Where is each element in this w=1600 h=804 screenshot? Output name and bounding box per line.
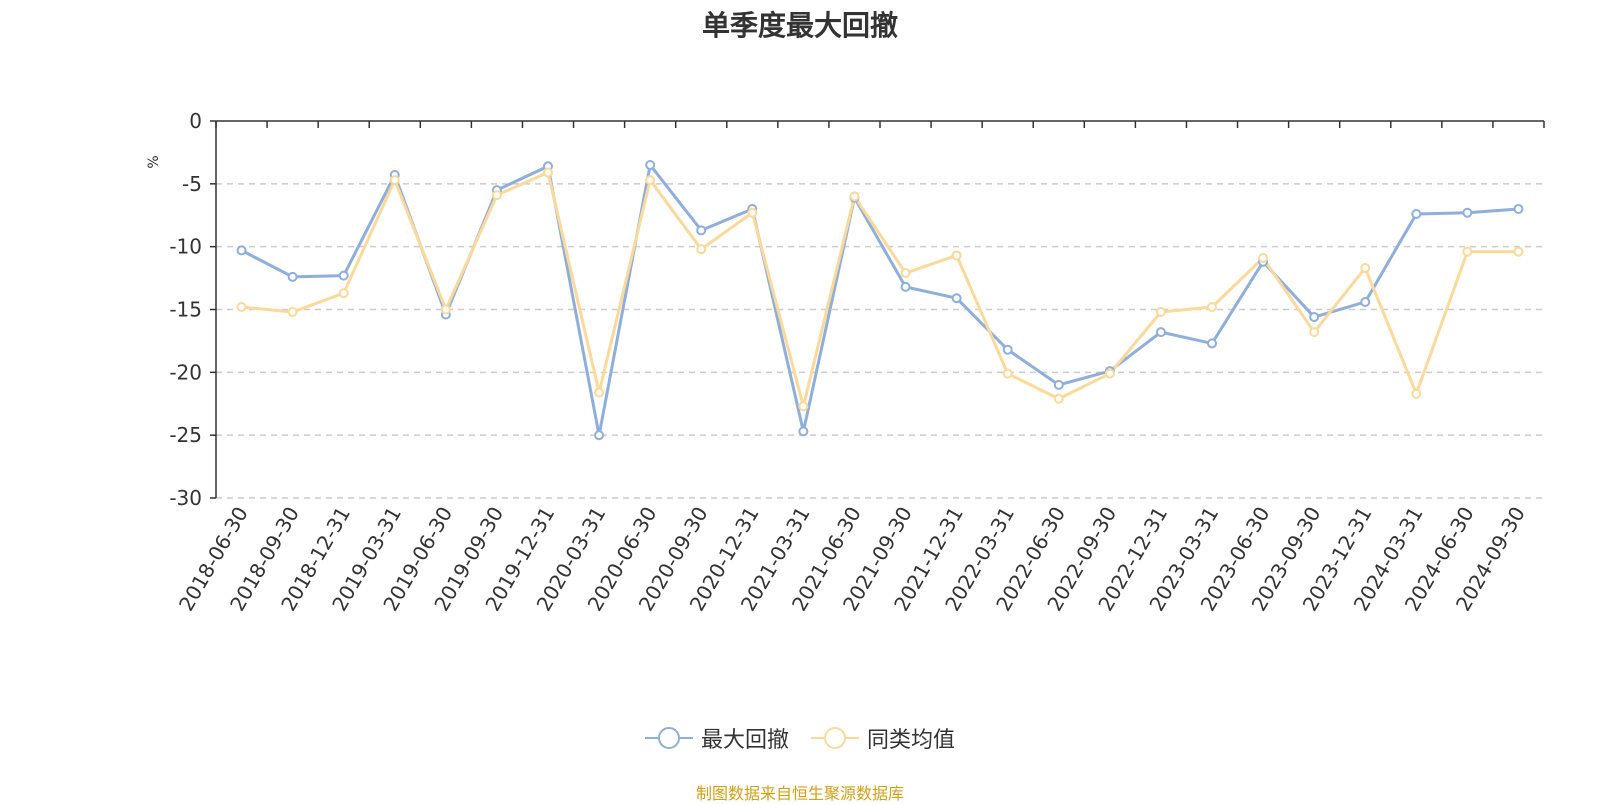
- legend-marker-icon: [811, 727, 859, 749]
- data-point-1[interactable]: [1053, 393, 1064, 404]
- data-point-1[interactable]: [1513, 246, 1524, 257]
- legend: 最大回撤 同类均值: [0, 722, 1600, 754]
- data-point-1[interactable]: [645, 175, 656, 186]
- chart-title: 单季度最大回撤: [701, 9, 898, 42]
- y-tick-labels: 0 -5 -10 -15 -20 -25 -30: [169, 109, 202, 510]
- data-point-0[interactable]: [900, 281, 911, 292]
- data-point-1[interactable]: [1411, 388, 1422, 399]
- x-tick-labels: 2018-06-302018-09-302018-12-312019-03-31…: [174, 503, 1530, 616]
- y-tick-label: -10: [169, 235, 202, 259]
- series-line-1: [241, 171, 1519, 408]
- data-point-0[interactable]: [696, 225, 707, 236]
- data-point-0[interactable]: [287, 271, 298, 282]
- data-point-1[interactable]: [543, 167, 553, 178]
- source-note: 制图数据来自恒生聚源数据库: [695, 784, 904, 803]
- data-point-0[interactable]: [1513, 203, 1524, 214]
- data-point-0[interactable]: [1411, 208, 1422, 219]
- y-tick-label: -5: [182, 172, 202, 196]
- data-point-1[interactable]: [1258, 252, 1269, 263]
- legend-item-peer-average[interactable]: 同类均值: [811, 722, 955, 754]
- legend-label: 最大回撤: [700, 728, 789, 753]
- data-point-0[interactable]: [1309, 312, 1320, 323]
- data-point-0[interactable]: [1053, 379, 1064, 390]
- data-point-0[interactable]: [1462, 207, 1473, 218]
- data-point-1[interactable]: [236, 301, 247, 312]
- y-axis-label: %: [146, 155, 162, 168]
- data-point-0[interactable]: [236, 245, 247, 256]
- data-point-1[interactable]: [798, 401, 809, 412]
- data-point-1[interactable]: [1360, 263, 1371, 274]
- legend-label: 同类均值: [867, 728, 956, 753]
- data-point-0[interactable]: [645, 159, 656, 170]
- data-point-1[interactable]: [900, 268, 911, 279]
- y-tick-label: -15: [169, 298, 202, 322]
- legend-marker-icon: [644, 727, 693, 749]
- series-line-0: [240, 163, 1519, 437]
- data-point-0[interactable]: [1360, 296, 1371, 307]
- data-point-0[interactable]: [798, 426, 809, 437]
- data-point-1[interactable]: [1207, 301, 1217, 312]
- data-point-1[interactable]: [951, 250, 962, 261]
- y-tick-label: 0: [189, 109, 202, 133]
- data-point-1[interactable]: [1002, 368, 1013, 379]
- data-point-1[interactable]: [389, 175, 400, 186]
- data-point-0[interactable]: [951, 293, 962, 304]
- data-point-1[interactable]: [594, 387, 605, 398]
- data-point-1[interactable]: [747, 207, 758, 218]
- y-tick-label: -25: [169, 423, 202, 447]
- y-tick-label: -30: [169, 486, 202, 510]
- y-tick-label: -20: [169, 360, 202, 384]
- data-point-1[interactable]: [1309, 327, 1320, 338]
- data-point-0[interactable]: [594, 430, 605, 441]
- legend-item-max-drawdown[interactable]: 最大回撤: [644, 722, 789, 754]
- grid-lines: [216, 183, 1544, 499]
- data-point-1[interactable]: [440, 304, 451, 315]
- data-point-1[interactable]: [1462, 246, 1473, 257]
- data-point-1[interactable]: [491, 190, 502, 201]
- data-point-1[interactable]: [1104, 368, 1115, 379]
- data-point-0[interactable]: [1002, 344, 1013, 355]
- data-point-0[interactable]: [338, 270, 349, 281]
- data-point-1[interactable]: [338, 288, 349, 299]
- series-lines: [236, 159, 1524, 441]
- data-point-0[interactable]: [1155, 327, 1166, 338]
- data-point-1[interactable]: [849, 191, 860, 202]
- data-point-1[interactable]: [287, 307, 298, 318]
- data-point-1[interactable]: [1155, 307, 1166, 318]
- axes: [210, 120, 1545, 499]
- data-point-1[interactable]: [696, 244, 707, 255]
- data-point-0[interactable]: [1207, 338, 1217, 349]
